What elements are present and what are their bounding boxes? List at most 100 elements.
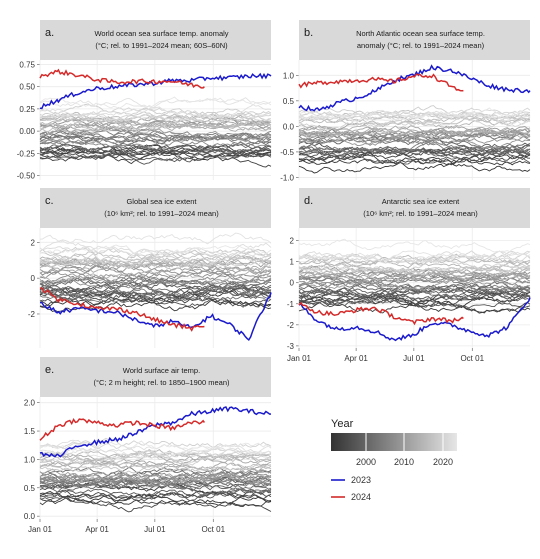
background-year-line — [299, 268, 531, 281]
background-year-line — [39, 297, 272, 310]
background-year-line — [39, 244, 272, 258]
background-year-line — [39, 464, 272, 474]
panel-subtitle: (°C; rel. to 1991–2024 mean; 60S–60N) — [95, 41, 228, 50]
background-year-line — [298, 291, 531, 303]
x-tick-label: Apr 01 — [85, 525, 109, 534]
panel-subtitle: (10⁶ km²; rel. to 1991–2024 mean) — [104, 209, 219, 218]
background-year-line — [39, 134, 272, 146]
legend-tick-label-2000: 2000 — [356, 457, 376, 467]
background-year-line — [39, 451, 272, 464]
panel-letter: e. — [45, 364, 54, 376]
panel-title: Global sea ice extent — [126, 197, 197, 206]
y-tick-label: 0.50 — [19, 83, 35, 92]
background-year-line — [39, 116, 272, 130]
panel-strip — [299, 20, 530, 60]
background-year-line — [39, 123, 272, 134]
y-tick-label: 0.00 — [19, 127, 35, 136]
x-tick-label: Apr 01 — [344, 354, 368, 363]
background-year-line — [39, 475, 272, 488]
background-year-line — [39, 256, 272, 269]
background-year-line — [39, 490, 272, 502]
background-year-line — [298, 287, 531, 302]
background-year-line — [39, 488, 272, 501]
background-year-line — [39, 152, 272, 165]
background-year-line — [39, 274, 272, 286]
panel-strip — [40, 188, 271, 228]
background-year-line — [39, 274, 272, 287]
background-year-line — [39, 134, 272, 145]
panel-title: Antarctic sea ice extent — [382, 197, 460, 206]
background-year-line — [39, 104, 272, 119]
background-year-line — [39, 437, 272, 449]
series-line-2024 — [39, 417, 205, 441]
y-tick-label: -3 — [287, 342, 295, 351]
background-year-line — [39, 450, 272, 462]
y-tick-label: -2 — [28, 310, 36, 319]
panel-d: d. Antarctic sea ice extent (10⁶ km²; rel.… — [287, 188, 531, 363]
panel-title: World surface air temp. — [123, 366, 200, 375]
series-line-2024 — [39, 287, 205, 332]
background-year-line — [298, 125, 531, 136]
panel-subtitle: (10⁶ km²; rel. to 1991–2024 mean) — [363, 209, 478, 218]
panel-subtitle: (°C; 2 m height; rel. to 1850–1900 mean) — [94, 378, 230, 387]
x-tick-label: Jul 01 — [403, 354, 425, 363]
y-tick-label: 2 — [31, 238, 36, 247]
background-year-line — [39, 285, 272, 303]
background-year-line — [39, 138, 272, 149]
background-year-line — [39, 239, 272, 256]
background-year-line — [39, 103, 272, 118]
background-year-line — [298, 265, 531, 280]
panel-strip — [40, 20, 271, 60]
background-year-line — [298, 161, 531, 174]
background-year-line — [40, 254, 272, 269]
background-year-line — [298, 251, 531, 262]
y-tick-label: 1.0 — [283, 71, 295, 80]
background-year-line — [39, 96, 272, 110]
background-year-line — [298, 250, 531, 263]
x-tick-label: Jan 01 — [28, 525, 53, 534]
background-year-line — [298, 141, 531, 155]
background-year-line — [298, 127, 531, 141]
background-year-line — [39, 130, 272, 144]
background-year-line — [298, 153, 531, 164]
y-tick-label: 0.5 — [24, 484, 36, 493]
background-year-line — [39, 232, 272, 245]
x-tick-label: Jan 01 — [287, 354, 312, 363]
background-year-line — [298, 110, 531, 121]
panel-letter: d. — [304, 195, 313, 207]
background-year-line — [39, 113, 272, 125]
background-year-line — [39, 284, 272, 298]
background-year-line — [298, 297, 531, 314]
background-year-line — [298, 258, 531, 273]
y-tick-label: 1.0 — [24, 455, 36, 464]
y-tick-label: 1.5 — [24, 427, 36, 436]
background-year-lines — [39, 232, 272, 313]
x-tick-label: Oct 01 — [460, 354, 484, 363]
background-year-line — [298, 250, 531, 264]
y-tick-label: 0.25 — [19, 105, 35, 114]
background-year-line — [39, 117, 272, 132]
y-tick-label: -2 — [287, 321, 295, 330]
background-year-line — [39, 452, 272, 470]
x-tick-label: Jul 01 — [144, 525, 166, 534]
y-tick-label: 0 — [290, 279, 295, 288]
y-tick-label: -0.5 — [280, 148, 294, 157]
background-year-line — [39, 97, 272, 109]
background-year-line — [39, 107, 272, 118]
background-year-lines — [298, 238, 531, 314]
y-tick-label: 0.0 — [283, 122, 295, 131]
series-line-2023 — [39, 72, 272, 110]
background-year-line — [39, 147, 272, 162]
background-year-line — [39, 470, 272, 484]
legend-tick-label-2010: 2010 — [394, 457, 414, 467]
background-year-lines — [39, 96, 272, 168]
background-year-line — [39, 130, 272, 144]
panel-e: e. World surface air temp. (°C; 2 m height… — [24, 357, 272, 534]
y-tick-label: -1.0 — [280, 173, 294, 182]
background-year-line — [39, 286, 272, 300]
background-year-line — [39, 128, 272, 142]
background-year-lines — [39, 437, 272, 513]
y-tick-label: 2.0 — [24, 399, 36, 408]
chart-panels: a. World ocean sea surface temp. anomaly (… — [17, 20, 531, 534]
